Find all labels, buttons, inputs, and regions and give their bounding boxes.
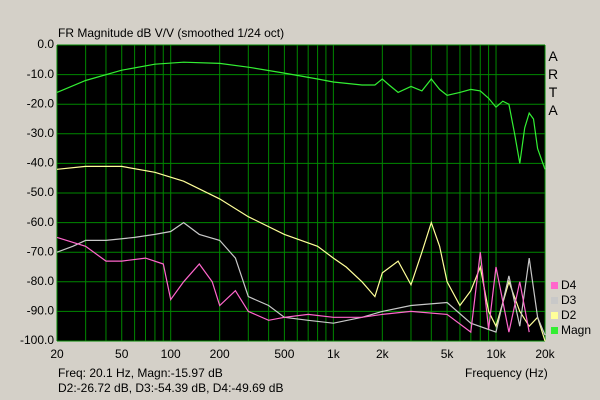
y-tick-label: -90.0 [27, 304, 55, 318]
y-tick-label: -30.0 [27, 126, 55, 140]
status-line: Freq: 20.1 Hz, Magn:-15.97 dB [58, 366, 223, 380]
chart-title: FR Magnitude dB V/V (smoothed 1/24 oct) [58, 26, 284, 40]
series-line [56, 61, 546, 170]
legend-label: D2 [561, 308, 577, 322]
series-line [56, 236, 530, 334]
y-tick-label: -100.0 [20, 333, 54, 347]
x-tick-label: 500 [274, 347, 294, 361]
x-tick-label: 1k [327, 347, 341, 361]
x-tick-label: 20 [50, 347, 64, 361]
y-tick-label: -60.0 [27, 215, 55, 229]
y-tick-label: -40.0 [27, 156, 55, 170]
x-tick-label: 20k [535, 347, 555, 361]
legend-swatch [551, 327, 558, 334]
y-tick-label: -20.0 [27, 96, 55, 110]
x-tick-label: 50 [115, 347, 129, 361]
legend-swatch [551, 312, 558, 319]
legend-swatch [551, 282, 558, 289]
series-line [56, 165, 546, 342]
y-tick-label: -50.0 [27, 185, 55, 199]
x-tick-label: 100 [161, 347, 181, 361]
legend-label: D4 [561, 278, 577, 292]
legend-label: Magn [561, 323, 591, 337]
y-tick-label: -10.0 [27, 67, 55, 81]
y-tick-label: -80.0 [27, 274, 55, 288]
y-tick-label: 0.0 [37, 37, 54, 51]
y-tick-label: -70.0 [27, 244, 55, 258]
legend-label: D3 [561, 293, 577, 307]
x-axis-label: Frequency (Hz) [465, 366, 548, 380]
watermark: ARTA [545, 48, 561, 120]
x-tick-label: 200 [210, 347, 230, 361]
x-tick-label: 5k [441, 347, 455, 361]
x-tick-label: 2k [376, 347, 390, 361]
legend-swatch [551, 297, 558, 304]
x-tick-label: 10k [486, 347, 506, 361]
status-line: D2:-26.72 dB, D3:-54.39 dB, D4:-49.69 dB [58, 381, 283, 395]
